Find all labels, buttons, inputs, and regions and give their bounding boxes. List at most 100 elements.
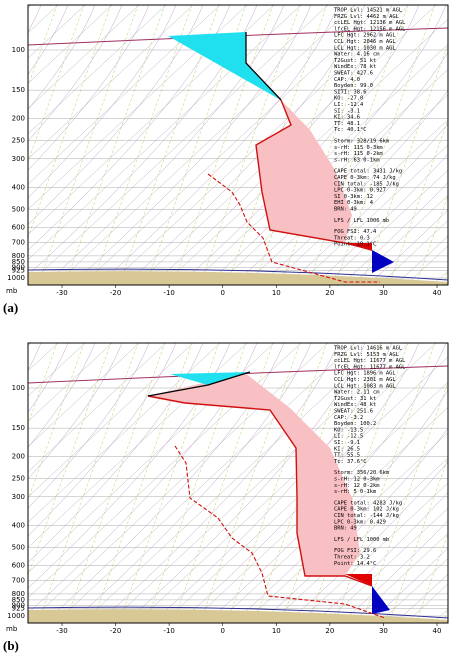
dry-adiabat	[28, 343, 150, 509]
stat-line: CIN total: -185 J/kg	[334, 181, 399, 187]
isotherm	[54, 5, 356, 285]
isotherm	[324, 169, 448, 285]
dry-adiabat	[313, 153, 448, 285]
mixing-ratio	[307, 5, 409, 285]
stat-line: s-rH: 115 0-3km	[334, 145, 383, 151]
temperature-tick-label: 0	[220, 627, 224, 635]
pressure-tick-label: 200	[12, 115, 25, 123]
dry-adiabat	[178, 5, 420, 285]
stat-line: CAP: 4.0	[334, 77, 360, 83]
mixing-ratio	[199, 343, 301, 623]
mixing-ratio	[280, 343, 382, 623]
stat-line: s-rH: 12 0-3km	[334, 477, 379, 483]
dry-adiabat	[28, 343, 231, 589]
stat-line: KO: -13.5	[334, 427, 363, 433]
pressure-tick-label: 200	[12, 453, 25, 461]
mixing-ratio	[253, 343, 355, 623]
isotherm	[28, 343, 221, 523]
pressure-tick-label: 250	[12, 137, 25, 145]
stat-line: LPC 0-3km: 0.429	[334, 519, 386, 525]
stat-line: s-rH: 115 0-2km	[334, 151, 383, 157]
isotherm	[28, 5, 221, 185]
dry-adiabat	[97, 5, 339, 285]
stat-line: SI: -9.1	[334, 440, 360, 446]
isotherm	[28, 343, 140, 447]
temperature-tick-label: 30	[379, 289, 388, 297]
stat-line: Water: 4.16 cm	[334, 52, 379, 58]
isotherm	[297, 144, 448, 285]
isotherm	[28, 343, 113, 422]
dry-adiabat	[28, 343, 69, 413]
stat-line: CCL Hgt: 2301 m AGL	[334, 377, 396, 383]
stat-line: WindEx: 48 kt	[334, 402, 376, 408]
mixing-ratio	[361, 381, 448, 623]
pressure-tick-label: 100	[12, 46, 25, 54]
pressure-tick-label: 600	[12, 223, 25, 231]
isotherm	[28, 5, 167, 135]
isotherm	[460, 5, 474, 285]
stat-line: KO: -27.0	[334, 96, 363, 102]
stat-line: Point: 14.4°C	[334, 561, 376, 567]
dry-adiabat	[28, 343, 204, 563]
isotherm	[54, 343, 356, 623]
temperature-tick-label: 20	[325, 627, 334, 635]
pressure-tick-label: 150	[12, 424, 25, 432]
isotherm	[460, 343, 474, 623]
stat-line: s-rH: 63 0-1km	[334, 157, 379, 163]
dry-adiabat	[28, 343, 96, 448]
dry-adiabat	[28, 5, 96, 110]
ground	[28, 609, 448, 623]
mixing-ratio	[334, 5, 436, 285]
mixing-ratio	[37, 5, 139, 285]
cin-low	[372, 250, 394, 273]
temperature-tick-label: 10	[272, 627, 281, 635]
mixing-ratio	[28, 5, 112, 239]
stat-line: LFC Hgt: 1896 m AGL	[334, 371, 396, 377]
isotherm	[243, 94, 448, 285]
stat-line: TROP Lvl: 14521 m AGL	[334, 8, 402, 14]
dry-adiabat	[28, 5, 204, 225]
mixing-ratio	[28, 5, 85, 163]
skewt-panel: 1001502002503004005006007008008509009251…	[3, 4, 474, 315]
mixing-ratio	[307, 343, 409, 623]
isotherm	[378, 558, 448, 623]
stat-line: s-rH: 5 0-1km	[334, 489, 376, 495]
isotherm	[324, 507, 448, 623]
stat-line: ccLEL Hgt: 12136 m AGL	[334, 20, 405, 26]
isotherm	[28, 343, 194, 498]
dry-adiabat	[205, 5, 447, 285]
pressure-tick-label: 900	[12, 264, 25, 272]
temperature-tick-label: -20	[110, 289, 121, 297]
dry-adiabat	[28, 5, 231, 251]
skewt-panel: 1001502002503004005006007008008509009251…	[0, 342, 474, 653]
pressure-tick-label: 250	[12, 475, 25, 483]
pressure-tick-label: 300	[12, 493, 25, 501]
isotherm	[28, 5, 140, 109]
dry-adiabat	[232, 389, 448, 623]
mixing-ratio	[470, 343, 474, 623]
isotherm	[0, 343, 4, 623]
stat-line: CAPE total: 3431 J/kg	[334, 169, 402, 175]
stat-line: BRN: 49	[334, 526, 357, 532]
dry-adiabat	[367, 209, 448, 285]
stat-line: TT: 48.1	[334, 121, 360, 127]
isotherm	[108, 343, 410, 623]
panel-label: (a)	[3, 300, 18, 315]
isotherm	[216, 69, 448, 285]
pressure-tick-label: 100	[12, 384, 25, 392]
mixing-ratio	[280, 5, 382, 285]
pressure-tick-label: 500	[12, 543, 25, 551]
pressure-unit: mb	[6, 287, 18, 295]
mixing-ratio	[226, 5, 328, 285]
stat-line: CIN total: -144 J/kg	[334, 513, 399, 519]
surface-line	[28, 606, 448, 619]
stat-line: Boyden: 99.0	[334, 83, 373, 89]
mixing-ratio	[470, 5, 474, 285]
stat-line: CAPE total: 4283 J/kg	[334, 500, 402, 506]
stat-line: LCL Hgt: 1030 m AGL	[334, 45, 396, 51]
mixing-ratio	[226, 343, 328, 623]
stat-line: LFS / LFL 1000 mb	[334, 537, 389, 543]
stat-line: LFS / LFL 1006 mb	[334, 218, 389, 224]
stat-line: T2Gust: 51 kt	[334, 58, 376, 64]
pressure-tick-label: 150	[12, 86, 25, 94]
